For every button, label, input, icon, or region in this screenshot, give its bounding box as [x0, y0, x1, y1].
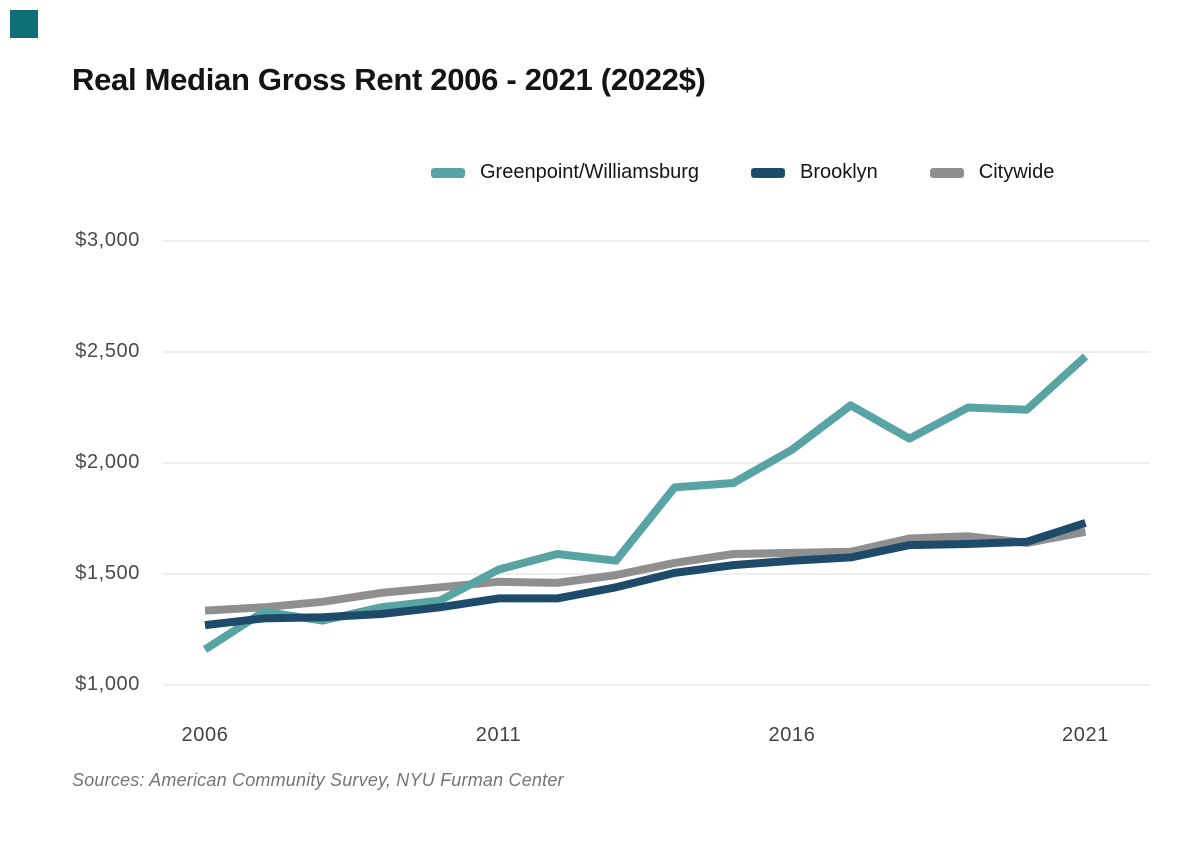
chart-title: Real Median Gross Rent 2006 - 2021 (2022…: [72, 62, 706, 97]
legend-label-citywide: Citywide: [978, 161, 1055, 183]
y-tick-label: $2,500: [75, 340, 140, 362]
y-tick-label: $1,000: [75, 673, 140, 695]
y-tick-label: $3,000: [75, 229, 140, 251]
x-tick-label: 2016: [768, 724, 816, 746]
series-line-citywide: [204, 527, 1087, 615]
legend-item-citywide[interactable]: Citywide: [929, 161, 1055, 184]
legend-swatch-greenpoint-williamsburg-icon: [431, 167, 465, 178]
legend-swatch-citywide-icon: [929, 167, 964, 178]
y-tick-label: $1,500: [75, 562, 140, 584]
corner-brand-mark: [10, 10, 38, 38]
y-tick-label: $2,000: [75, 451, 140, 473]
x-tick-label: 2021: [1062, 724, 1109, 746]
x-tick-label: 2006: [181, 724, 229, 746]
legend-label-greenpoint-williamsburg: Greenpoint/Williamsburg: [480, 161, 699, 183]
series-line-greenpoint-williamsburg: [202, 353, 1089, 653]
source-note: Sources: American Community Survey, NYU …: [72, 770, 564, 790]
legend: Greenpoint/Williamsburg Brooklyn Citywid…: [431, 161, 1054, 184]
legend-item-greenpoint-williamsburg[interactable]: Greenpoint/Williamsburg: [431, 161, 699, 184]
legend-item-brooklyn[interactable]: Brooklyn: [750, 161, 878, 184]
series-line-brooklyn: [204, 519, 1087, 630]
x-tick-label: 2011: [475, 724, 522, 746]
legend-swatch-brooklyn-icon: [750, 167, 785, 178]
legend-label-brooklyn: Brooklyn: [799, 161, 878, 183]
